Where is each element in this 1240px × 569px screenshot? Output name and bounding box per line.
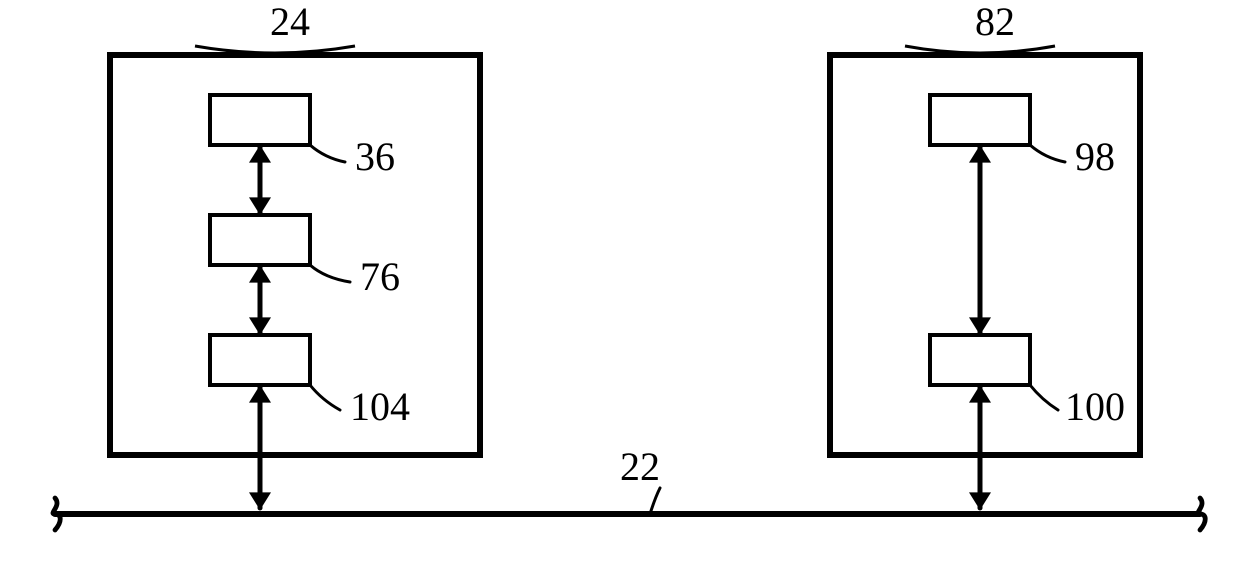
bus-break-left [53, 498, 60, 530]
label-82: 82 [975, 0, 1015, 44]
block-76 [210, 215, 310, 265]
label-98: 98 [1075, 134, 1115, 179]
block-104 [210, 335, 310, 385]
container-left-brace [195, 46, 355, 53]
label-104: 104 [350, 384, 410, 429]
block-98 [930, 95, 1030, 145]
label-24: 24 [270, 0, 310, 44]
label-22: 22 [620, 444, 660, 489]
block-100 [930, 335, 1030, 385]
bus-break-right [1198, 498, 1205, 530]
container-right-brace [905, 46, 1055, 53]
label-36: 36 [355, 134, 395, 179]
block-36 [210, 95, 310, 145]
label-100: 100 [1065, 384, 1125, 429]
label-76: 76 [360, 254, 400, 299]
